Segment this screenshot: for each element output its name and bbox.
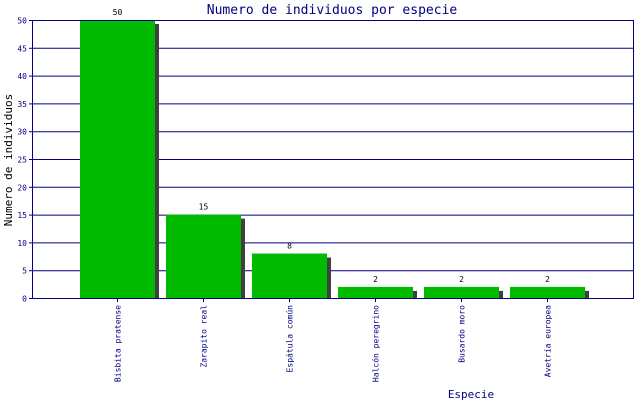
bar [424, 286, 499, 298]
bar-value-label: 8 [287, 242, 292, 251]
y-tick-label: 0 [22, 295, 27, 304]
bar [510, 286, 585, 298]
x-tick-label: Halcón peregrino [371, 305, 381, 382]
plot-frame [32, 20, 634, 299]
y-tick-label: 15 [17, 211, 27, 220]
labels: 0 5 10 15 20 25 30 35 40 45 50 50 Bisbita pratense 15… [17, 8, 552, 382]
x-tick-label: Bisbita pratense [114, 305, 123, 382]
y-tick-label: 35 [17, 100, 27, 109]
bars [80, 20, 589, 298]
chart-title: Numero de individuos por especie [207, 3, 458, 18]
x-tick-label: Espátula común [286, 305, 295, 373]
y-tick-label: 45 [17, 44, 27, 53]
y-tick-label: 10 [17, 239, 27, 248]
y-tick-label: 40 [17, 72, 27, 81]
y-tick-label: 50 [17, 17, 27, 26]
y-axis-label: Numero de individuos [2, 94, 15, 226]
bar-value-label: 2 [373, 275, 378, 284]
bar [338, 286, 413, 298]
bar-value-label: 50 [113, 8, 123, 17]
y-tick-label: 25 [17, 156, 27, 165]
bar-value-label: 2 [459, 275, 464, 284]
y-tick-label: 30 [17, 128, 27, 137]
bar-value-label: 2 [545, 275, 550, 284]
y-tick-label: 5 [22, 267, 27, 276]
x-tick-label: Busardo moro [458, 305, 467, 363]
bar [252, 253, 327, 298]
bar [166, 214, 241, 298]
bar-value-label: 15 [199, 203, 209, 212]
y-tick-label: 20 [17, 183, 27, 192]
axes [29, 20, 634, 302]
x-tick-label: Zarapito real [200, 305, 209, 368]
x-tick-label: Avetría europea [544, 305, 553, 377]
x-axis-label: Especie [448, 388, 494, 400]
bar [80, 20, 155, 298]
